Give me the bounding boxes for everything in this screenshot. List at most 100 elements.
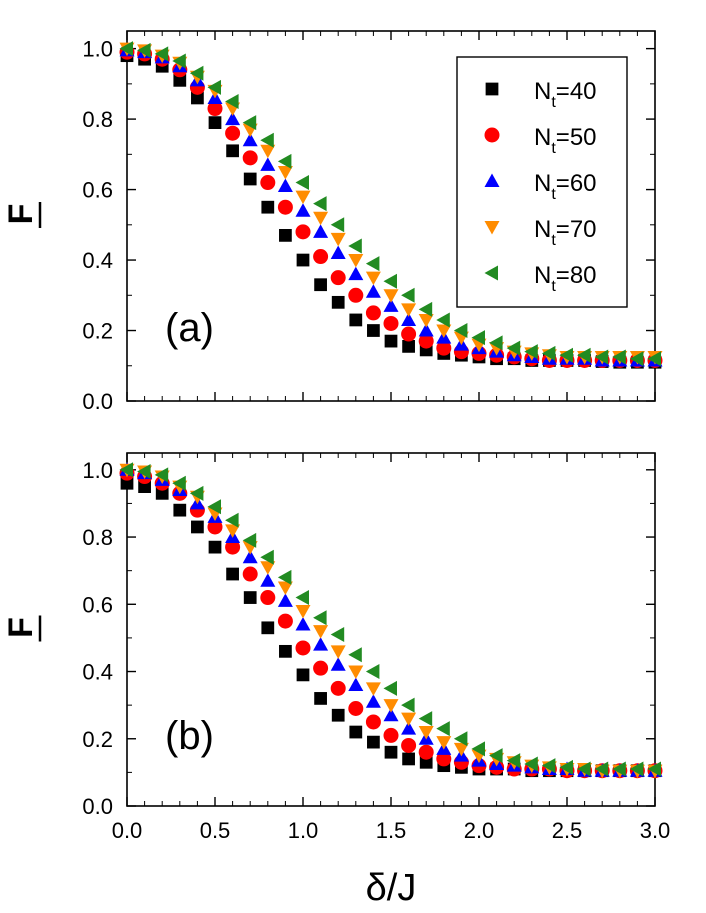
data-point bbox=[436, 736, 452, 750]
data-point bbox=[418, 333, 434, 349]
x-axis-label: δ/J bbox=[366, 867, 417, 909]
data-point bbox=[365, 256, 380, 272]
data-point bbox=[506, 753, 521, 769]
data-point bbox=[243, 172, 257, 186]
data-point bbox=[243, 591, 257, 604]
data-point bbox=[225, 524, 241, 538]
data-point bbox=[348, 266, 364, 281]
data-point bbox=[418, 323, 434, 337]
data-point bbox=[349, 313, 363, 327]
data-point bbox=[348, 701, 364, 717]
data-point bbox=[436, 312, 450, 328]
data-point bbox=[295, 224, 311, 240]
x-tick-label: 2.5 bbox=[552, 818, 583, 843]
data-point bbox=[295, 590, 309, 606]
data-point bbox=[226, 567, 239, 581]
panel-label: (a) bbox=[165, 306, 214, 350]
data-point bbox=[173, 503, 187, 517]
data-point bbox=[559, 759, 573, 775]
data-point bbox=[418, 726, 434, 740]
data-point bbox=[260, 175, 276, 191]
data-point bbox=[154, 467, 169, 483]
y-tick-label: 0.4 bbox=[82, 660, 113, 685]
data-point bbox=[295, 175, 309, 191]
data-point bbox=[120, 476, 134, 490]
data-point bbox=[594, 761, 609, 777]
data-point bbox=[242, 532, 257, 548]
data-point bbox=[330, 232, 346, 247]
data-point bbox=[647, 761, 661, 777]
data-point bbox=[191, 520, 204, 534]
data-point bbox=[295, 616, 311, 631]
data-point bbox=[402, 752, 415, 766]
y-tick-label: 0.8 bbox=[82, 107, 113, 132]
data-point bbox=[489, 335, 503, 351]
data-point bbox=[260, 144, 276, 159]
data-point bbox=[383, 699, 399, 713]
data-point bbox=[348, 254, 364, 268]
data-point bbox=[489, 748, 503, 764]
x-tick-label: 1.0 bbox=[288, 818, 319, 843]
data-point bbox=[348, 647, 362, 663]
data-point bbox=[629, 351, 644, 367]
data-point bbox=[383, 289, 399, 303]
data-point bbox=[471, 330, 485, 346]
data-point bbox=[383, 727, 399, 743]
data-point bbox=[225, 93, 239, 109]
data-point bbox=[172, 53, 186, 69]
data-point bbox=[279, 644, 292, 658]
data-point bbox=[242, 115, 257, 131]
data-point bbox=[384, 334, 398, 348]
data-point bbox=[330, 217, 345, 233]
data-point bbox=[612, 761, 626, 777]
data-point bbox=[367, 735, 380, 749]
y-tick-label: 0.0 bbox=[82, 794, 113, 819]
data-point bbox=[348, 665, 364, 680]
data-point bbox=[418, 744, 434, 760]
data-point bbox=[173, 73, 187, 87]
data-point bbox=[313, 224, 329, 238]
data-point bbox=[365, 284, 381, 298]
data-point bbox=[365, 694, 381, 708]
data-point bbox=[365, 305, 381, 321]
data-point bbox=[296, 668, 310, 682]
data-point bbox=[384, 745, 398, 759]
data-point bbox=[453, 323, 468, 339]
data-point bbox=[277, 178, 293, 193]
series-4 bbox=[119, 41, 661, 367]
data-point bbox=[331, 708, 345, 722]
data-point bbox=[401, 287, 415, 303]
data-point bbox=[279, 229, 292, 242]
data-point bbox=[313, 637, 329, 651]
data-point bbox=[453, 742, 469, 757]
data-point bbox=[401, 697, 415, 713]
x-tick-label: 0.5 bbox=[200, 818, 231, 843]
data-point bbox=[594, 349, 609, 365]
data-point bbox=[119, 462, 133, 478]
legend-marker bbox=[485, 82, 499, 96]
data-point bbox=[225, 111, 241, 126]
data-point bbox=[647, 351, 661, 367]
data-point bbox=[453, 731, 468, 747]
data-point bbox=[207, 101, 223, 117]
data-point bbox=[296, 253, 310, 267]
data-point bbox=[313, 196, 327, 212]
legend-entry-label: Nt=70 bbox=[534, 216, 597, 249]
data-point bbox=[191, 91, 204, 105]
data-point bbox=[348, 677, 364, 691]
y-tick-label: 0.2 bbox=[82, 727, 113, 752]
data-point bbox=[260, 573, 276, 587]
y-tick-label: 0.4 bbox=[82, 248, 113, 273]
data-point bbox=[577, 761, 591, 777]
legend-entry-label: Nt=80 bbox=[534, 262, 597, 295]
data-point bbox=[383, 273, 397, 289]
data-point bbox=[401, 721, 417, 735]
data-point bbox=[208, 116, 222, 129]
data-point bbox=[154, 46, 169, 62]
data-point bbox=[277, 165, 293, 180]
data-point bbox=[138, 480, 151, 493]
data-point bbox=[172, 475, 186, 491]
series-4 bbox=[119, 462, 661, 777]
data-point bbox=[383, 298, 399, 312]
data-point bbox=[225, 512, 239, 528]
